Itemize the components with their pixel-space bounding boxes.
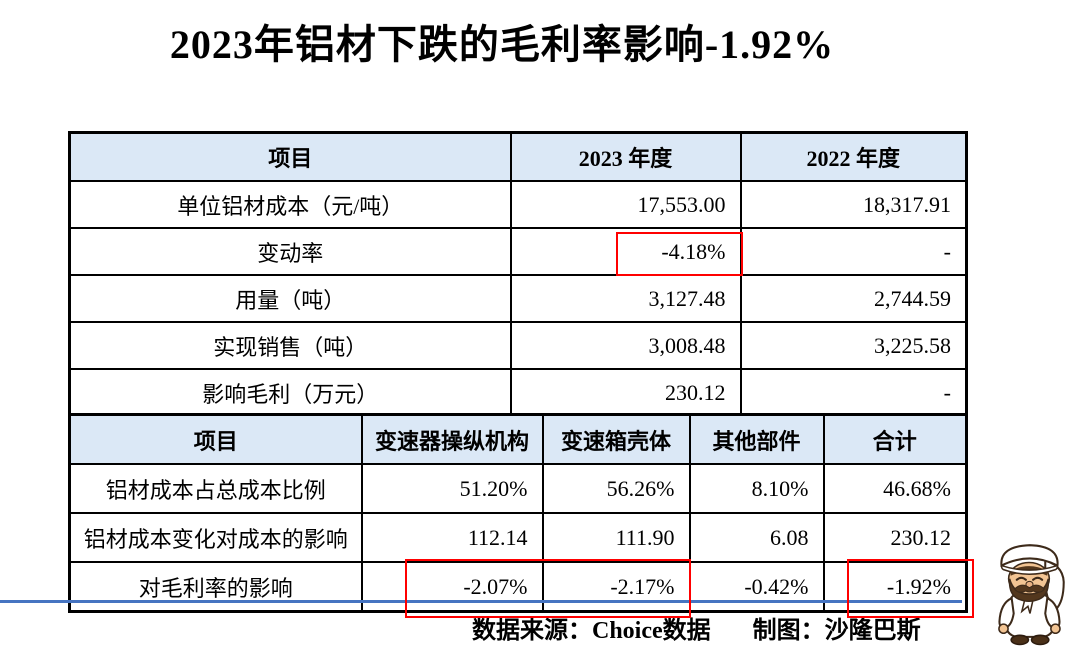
value-cell: 111.90	[541, 512, 691, 563]
table-row: 对毛利率的影响 -2.07% -2.17% -0.42% -1.92%	[68, 559, 974, 618]
value-cell: -2.17%	[541, 561, 691, 613]
value-cell: -0.42%	[688, 561, 825, 613]
row-label: 实现销售（吨）	[68, 321, 512, 370]
table-impact-by-product: 项目 变速器操纵机构 变速箱壳体 其他部件 合计 铝材成本占总成本比例 51.2…	[68, 413, 974, 618]
value-cell: 230.12	[822, 512, 968, 563]
value-cell: 17,553.00	[509, 180, 742, 229]
header-cell-item: 项目	[68, 131, 512, 182]
value-cell-highlighted: -1.92%	[822, 559, 974, 618]
value-cell: -	[739, 227, 968, 276]
table-row: 影响毛利（万元） 230.12 -	[68, 368, 968, 418]
table-row: 铝材成本占总成本比例 51.20% 56.26% 8.10% 46.68%	[68, 463, 968, 514]
value-cell: 6.08	[688, 512, 825, 563]
cell-value: -4.18%	[661, 238, 726, 264]
table-row: 单位铝材成本（元/吨） 17,553.00 18,317.91	[68, 180, 968, 229]
cell-value: -1.92%	[886, 573, 951, 599]
mascot-character-illustration	[998, 544, 1065, 646]
row-label: 影响毛利（万元）	[68, 368, 512, 418]
table-yearly-aluminum-cost: 项目 2023 年度 2022 年度 单位铝材成本（元/吨） 17,553.00…	[68, 131, 968, 418]
row-label: 用量（吨）	[68, 274, 512, 323]
value-cell: 2,744.59	[739, 274, 968, 323]
cell-value: -2.07%	[463, 573, 528, 599]
header-cell-other-parts: 其他部件	[688, 413, 825, 465]
table-row: 用量（吨） 3,127.48 2,744.59	[68, 274, 968, 323]
header-cell-shifter: 变速器操纵机构	[360, 413, 544, 465]
value-cell: 3,008.48	[509, 321, 742, 370]
table-header-row: 项目 2023 年度 2022 年度	[68, 131, 968, 182]
table-row: 变动率 -4.18% -	[68, 227, 968, 276]
header-cell-item: 项目	[68, 413, 363, 465]
row-label: 变动率	[68, 227, 512, 276]
value-cell-highlighted: -2.07%	[360, 559, 691, 618]
data-source-label: 数据来源：Choice数据	[472, 618, 711, 644]
value-cell: 46.68%	[822, 463, 968, 514]
table-row: 实现销售（吨） 3,008.48 3,225.58	[68, 321, 968, 370]
header-cell-total: 合计	[822, 413, 968, 465]
value-cell: 3,225.58	[739, 321, 968, 370]
header-cell-2022: 2022 年度	[739, 131, 968, 182]
row-label: 铝材成本变化对成本的影响	[68, 512, 363, 563]
table-row: 铝材成本变化对成本的影响 112.14 111.90 6.08 230.12	[68, 512, 968, 563]
row-label: 对毛利率的影响	[68, 561, 363, 613]
page-title: 2023年铝材下跌的毛利率影响-1.92%	[169, 22, 835, 67]
value-cell: 56.26%	[541, 463, 691, 514]
header-cell-gearbox-housing: 变速箱壳体	[541, 413, 691, 465]
footer-credits: 数据来源：Choice数据 制图：沙隆巴斯	[472, 610, 921, 645]
table-header-row: 项目 变速器操纵机构 变速箱壳体 其他部件 合计	[68, 413, 968, 465]
value-cell: 8.10%	[688, 463, 825, 514]
value-cell: 18,317.91	[739, 180, 968, 229]
author-label: 制图：沙隆巴斯	[752, 618, 921, 644]
row-label: 铝材成本占总成本比例	[68, 463, 363, 514]
value-cell: 112.14	[360, 512, 544, 563]
value-cell: 230.12	[509, 368, 742, 418]
header-cell-2023: 2023 年度	[509, 131, 742, 182]
value-cell: 51.20%	[360, 463, 544, 514]
value-cell-highlighted: -4.18%	[509, 227, 743, 276]
value-cell: 3,127.48	[509, 274, 742, 323]
row-label: 单位铝材成本（元/吨）	[68, 180, 512, 229]
divider-line	[0, 600, 962, 603]
value-cell: -	[739, 368, 968, 418]
